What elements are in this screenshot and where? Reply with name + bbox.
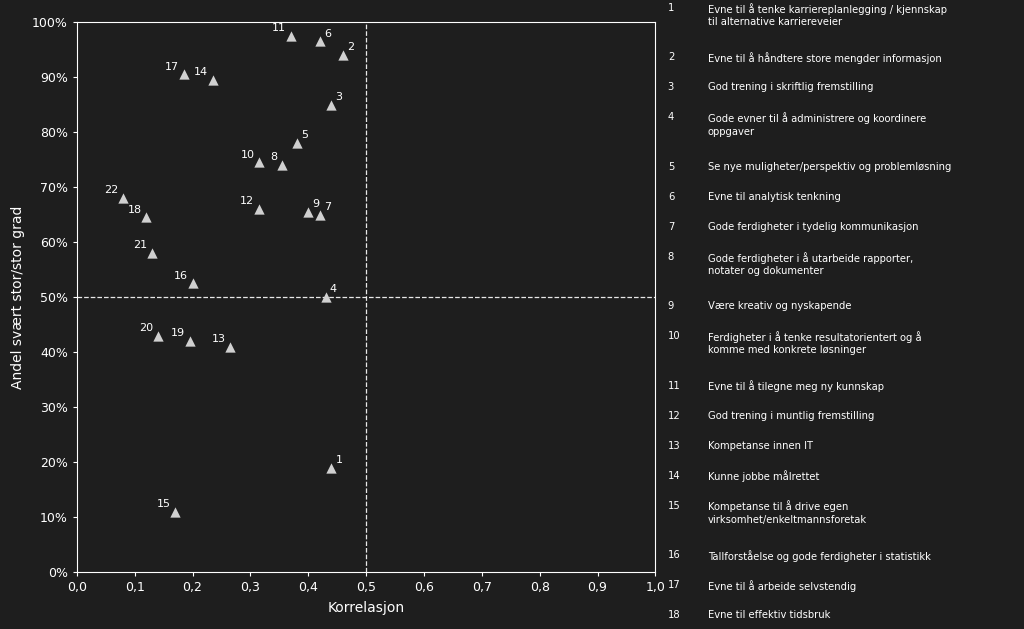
Y-axis label: Andel svært stor/stor grad: Andel svært stor/stor grad [11,206,25,389]
Text: 17: 17 [668,580,681,590]
Text: 17: 17 [165,62,179,72]
Point [317,292,334,302]
Text: 21: 21 [133,240,147,250]
Text: Gode ferdigheter i tydelig kommunikasjon: Gode ferdigheter i tydelig kommunikasjon [708,222,919,232]
Text: God trening i muntlig fremstilling: God trening i muntlig fremstilling [708,411,874,421]
Text: 18: 18 [668,610,680,620]
Point [311,209,328,220]
Text: Gode ferdigheter i å utarbeide rapporter,
notater og dokumenter: Gode ferdigheter i å utarbeide rapporter… [708,252,913,276]
Text: 20: 20 [139,323,154,333]
Point [283,31,299,41]
Point [143,248,160,258]
Point [176,69,193,79]
Point [324,99,340,109]
Point [311,36,328,47]
Text: 16: 16 [174,270,187,281]
Text: Evne til effektiv tidsbruk: Evne til effektiv tidsbruk [708,610,830,620]
Text: 15: 15 [157,499,171,509]
Point [138,213,155,223]
Point [181,336,198,346]
Text: Kunne jobbe målrettet: Kunne jobbe målrettet [708,470,819,482]
Text: 4: 4 [330,284,337,294]
Text: Ferdigheter i å tenke resultatorientert og å
komme med konkrete løsninger: Ferdigheter i å tenke resultatorientert … [708,331,922,355]
Text: Evne til å arbeide selvstendig: Evne til å arbeide selvstendig [708,580,856,592]
Text: 14: 14 [194,67,208,77]
Text: 6: 6 [324,28,331,38]
Point [289,138,305,148]
Text: 2: 2 [668,52,674,62]
Text: Gode evner til å administrere og koordinere
oppgaver: Gode evner til å administrere og koordin… [708,113,926,136]
Point [300,207,316,217]
Text: Se nye muligheter/perspektiv og problemløsning: Se nye muligheter/perspektiv og probleml… [708,162,951,172]
Text: 9: 9 [668,301,674,311]
Text: 1: 1 [668,3,674,13]
Text: Tallforståelse og gode ferdigheter i statistikk: Tallforståelse og gode ferdigheter i sta… [708,550,931,562]
Text: 3: 3 [336,92,342,102]
Text: 9: 9 [312,199,319,209]
Text: 16: 16 [668,550,681,560]
Text: 7: 7 [668,222,674,232]
Text: Være kreativ og nyskapende: Være kreativ og nyskapende [708,301,851,311]
Text: 11: 11 [668,381,681,391]
Point [222,342,239,352]
Text: 10: 10 [668,331,680,341]
Point [205,75,221,85]
Text: 6: 6 [668,192,674,202]
Text: Kompetanse innen IT: Kompetanse innen IT [708,440,813,450]
Text: 18: 18 [127,204,141,214]
Point [335,50,351,60]
Text: Evne til å tilegne meg ny kunnskap: Evne til å tilegne meg ny kunnskap [708,381,884,392]
Text: 5: 5 [668,162,674,172]
Text: 8: 8 [270,152,278,162]
Text: 11: 11 [272,23,287,33]
Text: 14: 14 [668,470,680,481]
Text: 19: 19 [171,328,185,338]
Point [184,279,201,289]
Point [167,507,183,517]
Text: 13: 13 [212,334,225,344]
Point [251,157,267,167]
Text: Evne til å håndtere store mengder informasjon: Evne til å håndtere store mengder inform… [708,52,941,64]
Text: 22: 22 [104,186,119,196]
Point [274,160,291,170]
Text: 5: 5 [301,130,307,140]
Text: 1: 1 [336,455,342,465]
Text: 2: 2 [347,42,354,52]
Point [115,193,131,203]
Text: 13: 13 [668,440,680,450]
Text: Kompetanse til å drive egen
virksomhet/enkeltmannsforetak: Kompetanse til å drive egen virksomhet/e… [708,501,867,525]
Text: 15: 15 [668,501,681,511]
Text: 7: 7 [324,202,331,212]
Text: 10: 10 [241,150,254,160]
Text: 12: 12 [241,196,254,206]
Text: God trening i skriftlig fremstilling: God trening i skriftlig fremstilling [708,82,873,92]
Point [324,463,340,473]
Text: Evne til å tenke karriereplanlegging / kjennskap
til alternative karriereveier: Evne til å tenke karriereplanlegging / k… [708,3,947,28]
Text: 3: 3 [668,82,674,92]
Text: 12: 12 [668,411,681,421]
X-axis label: Korrelasjon: Korrelasjon [328,601,404,615]
Text: 8: 8 [668,252,674,262]
Text: Evne til analytisk tenkning: Evne til analytisk tenkning [708,192,841,202]
Point [150,331,166,341]
Point [251,204,267,214]
Text: 4: 4 [668,113,674,123]
